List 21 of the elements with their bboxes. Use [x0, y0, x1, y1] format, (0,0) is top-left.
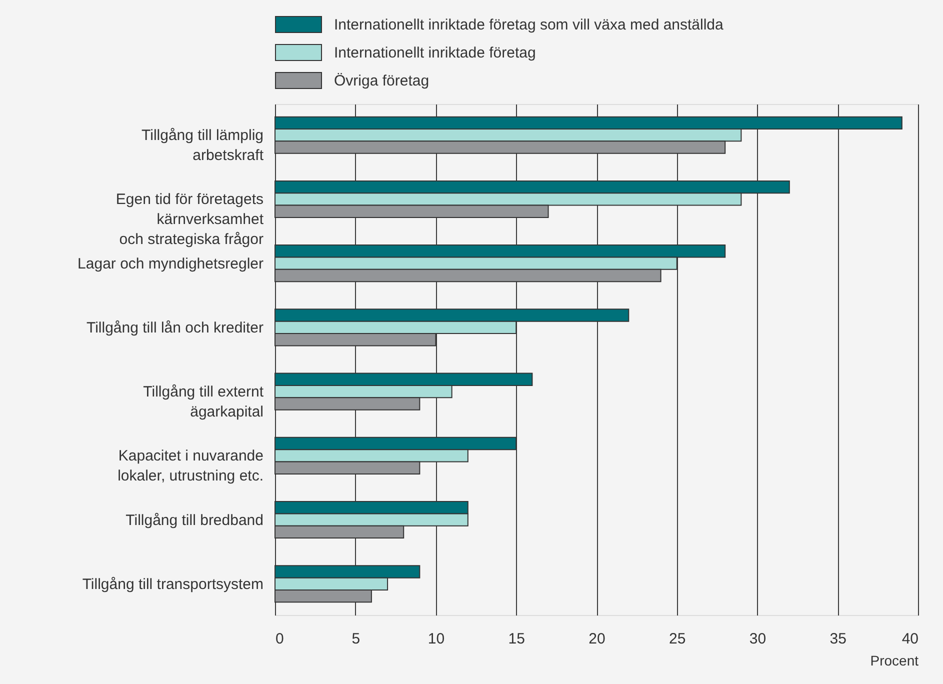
y-tick-label: Egen tid för företagets kärnverksamhet och strategiska frågor — [116, 191, 264, 248]
x-tick-label: 40 — [902, 630, 918, 648]
y-tick-label: Tillgång till lämplig arbetskraft — [142, 127, 264, 164]
x-tick-label: 30 — [749, 630, 766, 648]
legend-label: Internationellt inriktade företag som vill växa med anställda — [334, 16, 724, 34]
y-tick-label: Tillgång till transportsystem — [82, 576, 264, 593]
x-tick-label: 15 — [508, 630, 525, 648]
y-tick-label: Kapacitet i nuvarande lokaler, utrustning etc. — [118, 448, 264, 485]
x-tick-label: 25 — [669, 630, 686, 648]
x-tick-label: 0 — [276, 630, 284, 648]
x-tick-label: 20 — [588, 630, 606, 648]
y-tick-label: Tillgång till bredband — [126, 512, 264, 529]
legend-label: Internationellt inriktade företag — [334, 44, 536, 62]
y-tick-label: Lagar och myndighetsregler — [78, 255, 264, 272]
y-tick-label: Tillgång till lån och krediter — [86, 319, 264, 336]
x-axis-title: Procent — [870, 652, 919, 668]
legend-label: Övriga företag — [334, 72, 430, 90]
x-tick-label: 5 — [352, 630, 360, 648]
x-tick-label: 10 — [428, 630, 445, 648]
y-tick-label: Tillgång till externt ägarkapital — [143, 384, 264, 421]
x-tick-label: 35 — [830, 630, 846, 648]
